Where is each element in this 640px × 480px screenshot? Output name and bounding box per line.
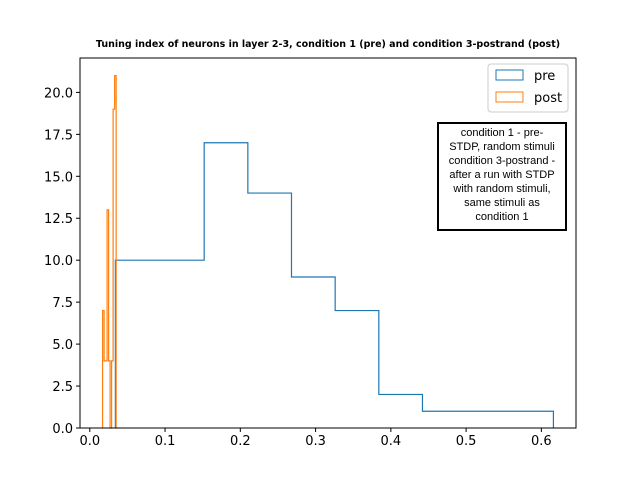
y-tick-label: 20.0 [44,86,73,101]
legend-label-post: post [534,91,562,106]
annotation-line: after a run with STDP [449,169,554,181]
y-tick-label: 0.0 [52,422,73,437]
y-tick-label: 5.0 [52,338,73,353]
annotation-line: condition 3-postrand - [449,155,556,167]
legend-swatch-pre [495,69,524,81]
annotation-box: condition 1 - pre- STDP, random stimuli … [437,122,567,231]
y-tick-label: 7.5 [52,296,73,311]
y-tick-label: 12.5 [44,212,73,227]
histogram-step-pre [114,142,555,428]
y-tick-label: 10.0 [44,254,73,269]
legend-swatch-post [495,91,524,103]
annotation-line: same stimuli as [464,197,540,209]
plot-area [101,75,555,429]
x-tick-label: 0.6 [531,434,552,449]
legend: pre post [487,63,569,113]
annotation-frame [437,122,567,231]
annotation-line: with random stimuli, [452,183,550,195]
annotation-line: STDP, random stimuli [449,141,555,153]
axes-frame [79,57,577,429]
x-tick-label: 0.4 [381,434,402,449]
x-tick-label: 0.1 [155,434,176,449]
y-axis: 0.0 2.5 5.0 7.5 10.0 12.5 15.0 17.5 20.0 [44,86,80,437]
y-tick-label: 2.5 [52,380,73,395]
x-tick-label: 0.5 [456,434,477,449]
y-tick-label: 15.0 [44,170,73,185]
x-tick-label: 0.0 [79,434,100,449]
legend-frame [487,63,569,113]
x-axis: 0.0 0.1 0.2 0.3 0.4 0.5 0.6 [79,428,552,449]
legend-label-pre: pre [534,69,555,84]
chart-title: Tuning index of neurons in layer 2-3, co… [96,39,560,50]
annotation-line: condition 1 [475,211,528,223]
annotation-line: condition 1 - pre- [461,127,544,139]
x-tick-label: 0.3 [305,434,326,449]
histogram-step-post [101,75,118,429]
y-tick-label: 17.5 [44,128,73,143]
x-tick-label: 0.2 [230,434,251,449]
